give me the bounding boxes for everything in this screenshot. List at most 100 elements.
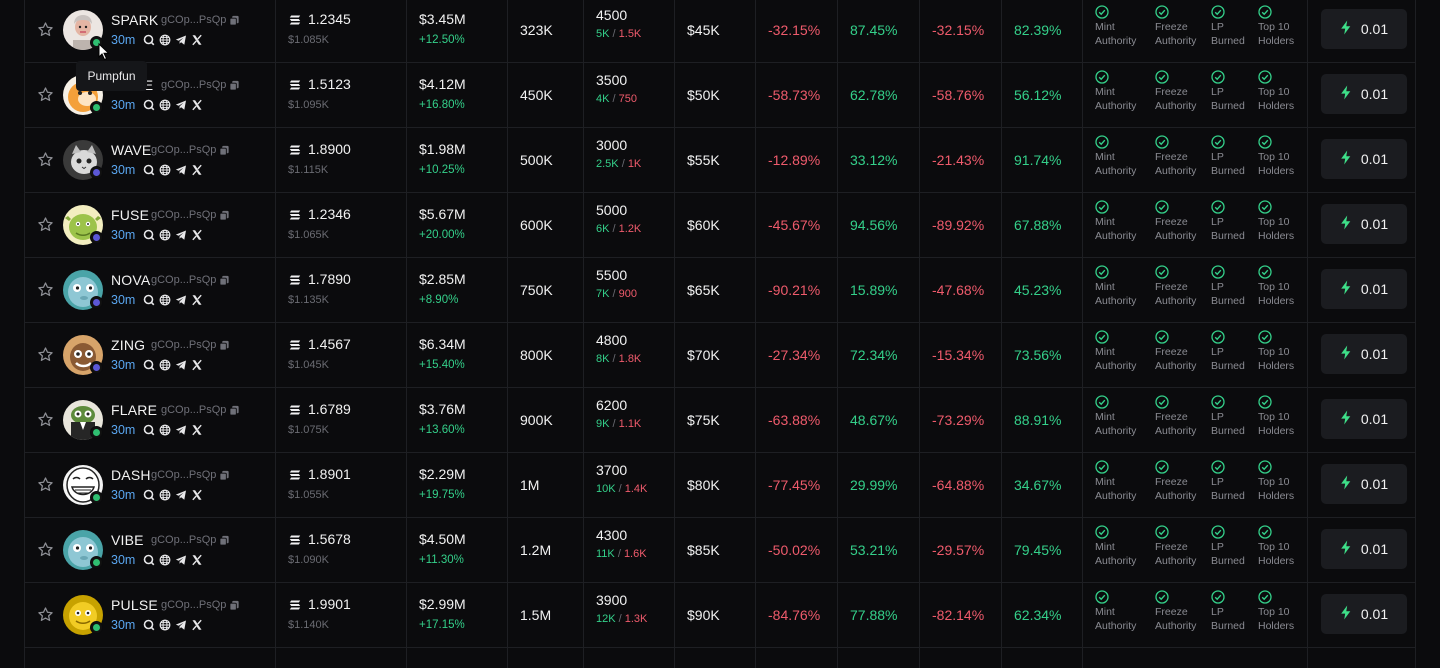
x-twitter-icon[interactable] [191,619,203,631]
token-symbol[interactable]: PULSE [111,597,158,613]
token-symbol[interactable]: FUSE [111,207,150,223]
copy-icon[interactable] [229,13,240,26]
globe-icon[interactable] [159,489,171,501]
token-avatar[interactable] [63,400,103,440]
token-symbol[interactable]: SPARK [111,12,159,28]
quick-buy-button[interactable]: 0.01 [1321,399,1407,439]
token-symbol[interactable]: FLARE [111,402,158,418]
star-icon[interactable] [37,281,54,298]
token-symbol[interactable]: DASH [111,467,151,483]
globe-icon[interactable] [159,424,171,436]
search-icon[interactable] [143,489,155,501]
telegram-icon[interactable] [175,164,187,176]
moonshot-platform-icon[interactable] [90,361,103,374]
x-twitter-icon[interactable] [191,489,203,501]
globe-icon[interactable] [159,34,171,46]
copy-icon[interactable] [229,598,240,611]
telegram-icon[interactable] [175,34,187,46]
quick-buy-button[interactable]: 0.01 [1321,269,1407,309]
search-icon[interactable] [143,229,155,241]
globe-icon[interactable] [159,294,171,306]
table-row[interactable]: VIBE gCOp...PsQp 30m 1.5678 $1.090K $4.5… [24,518,1416,583]
globe-icon[interactable] [159,229,171,241]
telegram-icon[interactable] [175,99,187,111]
pumpfun-platform-icon[interactable] [90,426,103,439]
telegram-icon[interactable] [175,294,187,306]
table-row[interactable]: SPIKE gCOp...PsQp 30m 1.5123 $1.095K $4.… [24,63,1416,128]
table-row[interactable]: ZING gCOp...PsQp 30m 1.4567 $1.045K $6.3… [24,323,1416,388]
star-icon[interactable] [37,541,54,558]
copy-icon[interactable] [219,468,230,481]
token-avatar[interactable] [63,270,103,310]
star-icon[interactable] [37,346,54,363]
quick-buy-button[interactable]: 0.01 [1321,74,1407,114]
token-avatar[interactable] [63,10,103,50]
x-twitter-icon[interactable] [191,229,203,241]
search-icon[interactable] [143,99,155,111]
quick-buy-button[interactable]: 0.01 [1321,529,1407,569]
quick-buy-button[interactable]: 0.01 [1321,464,1407,504]
pumpfun-platform-icon[interactable] [90,556,103,569]
globe-icon[interactable] [159,164,171,176]
telegram-icon[interactable] [175,229,187,241]
quick-buy-button[interactable]: 0.01 [1321,139,1407,179]
table-row[interactable] [24,648,1416,668]
search-icon[interactable] [143,424,155,436]
globe-icon[interactable] [159,99,171,111]
quick-buy-button[interactable]: 0.01 [1321,204,1407,244]
copy-icon[interactable] [229,403,240,416]
star-icon[interactable] [37,151,54,168]
search-icon[interactable] [143,359,155,371]
table-row[interactable]: FLARE gCOp...PsQp 30m 1.6789 $1.075K $3.… [24,388,1416,453]
star-icon[interactable] [37,411,54,428]
moonshot-platform-icon[interactable] [90,231,103,244]
moonshot-platform-icon[interactable] [90,166,103,179]
token-symbol[interactable]: VIBE [111,532,144,548]
copy-icon[interactable] [219,208,230,221]
pumpfun-platform-icon[interactable] [90,491,103,504]
star-icon[interactable] [37,476,54,493]
telegram-icon[interactable] [175,489,187,501]
x-twitter-icon[interactable] [191,554,203,566]
search-icon[interactable] [143,554,155,566]
table-row[interactable]: DASH gCOp...PsQp 30m 1.8901 $1.055K $2.2… [24,453,1416,518]
star-icon[interactable] [37,216,54,233]
token-symbol[interactable]: WAVE [111,142,152,158]
moonshot-platform-icon[interactable] [90,296,103,309]
x-twitter-icon[interactable] [191,164,203,176]
x-twitter-icon[interactable] [191,99,203,111]
copy-icon[interactable] [219,533,230,546]
telegram-icon[interactable] [175,359,187,371]
copy-icon[interactable] [219,273,230,286]
token-avatar[interactable] [63,335,103,375]
star-icon[interactable] [37,606,54,623]
table-row[interactable]: WAVE gCOp...PsQp 30m 1.8900 $1.115K $1.9… [24,128,1416,193]
pumpfun-platform-icon[interactable] [90,621,103,634]
globe-icon[interactable] [159,554,171,566]
copy-icon[interactable] [219,143,230,156]
quick-buy-button[interactable]: 0.01 [1321,594,1407,634]
globe-icon[interactable] [159,619,171,631]
search-icon[interactable] [143,294,155,306]
telegram-icon[interactable] [175,554,187,566]
token-symbol[interactable]: ZING [111,337,146,353]
quick-buy-button[interactable]: 0.01 [1321,9,1407,49]
search-icon[interactable] [143,164,155,176]
copy-icon[interactable] [229,78,240,91]
star-icon[interactable] [37,21,54,38]
quick-buy-button[interactable]: 0.01 [1321,334,1407,374]
search-icon[interactable] [143,619,155,631]
x-twitter-icon[interactable] [191,34,203,46]
search-icon[interactable] [143,34,155,46]
table-row[interactable]: SPARK gCOp...PsQp 30m 1.2345 $1.085K $3.… [24,0,1416,63]
table-row[interactable]: FUSE gCOp...PsQp 30m 1.2346 $1.065K $5.6… [24,193,1416,258]
telegram-icon[interactable] [175,619,187,631]
telegram-icon[interactable] [175,424,187,436]
table-row[interactable]: PULSE gCOp...PsQp 30m 1.9901 $1.140K $2.… [24,583,1416,648]
x-twitter-icon[interactable] [191,424,203,436]
table-row[interactable]: NOVA gCOp...PsQp 30m 1.7890 $1.135K $2.8… [24,258,1416,323]
globe-icon[interactable] [159,359,171,371]
copy-icon[interactable] [219,338,230,351]
x-twitter-icon[interactable] [191,294,203,306]
token-symbol[interactable]: NOVA [111,272,151,288]
